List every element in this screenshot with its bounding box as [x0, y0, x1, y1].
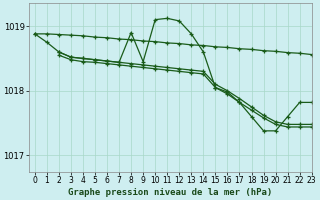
- X-axis label: Graphe pression niveau de la mer (hPa): Graphe pression niveau de la mer (hPa): [68, 188, 272, 197]
